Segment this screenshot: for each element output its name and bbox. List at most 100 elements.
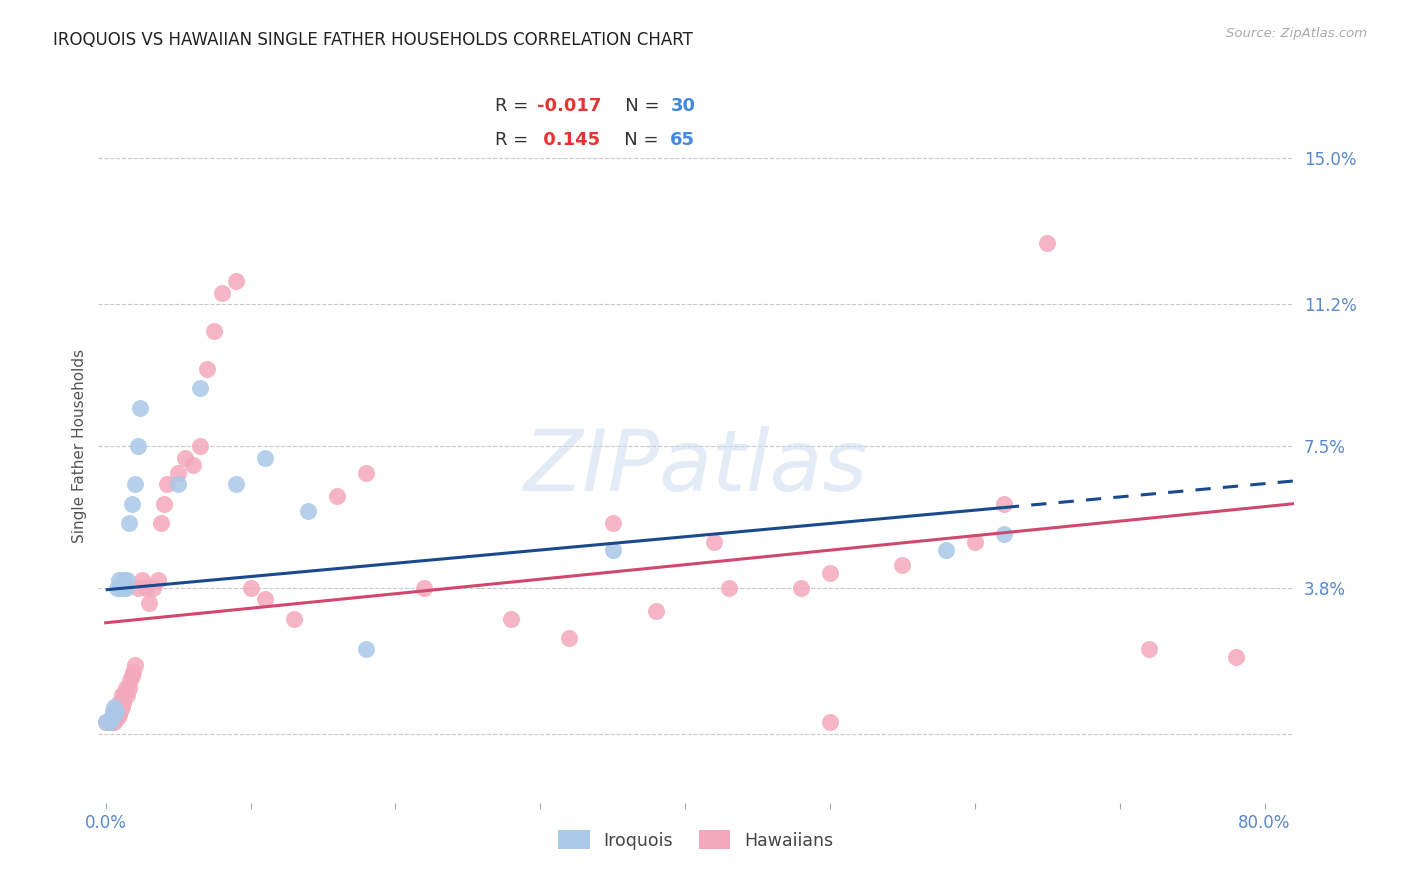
Text: 30: 30 <box>671 97 696 115</box>
Point <box>117 574 139 588</box>
Point <box>110 581 132 595</box>
Text: R =: R = <box>495 131 534 150</box>
Text: -0.017: -0.017 <box>537 97 602 115</box>
Point <box>107 574 129 588</box>
Point <box>103 699 125 714</box>
Point <box>100 711 122 725</box>
Legend: Iroquois, Hawaiians: Iroquois, Hawaiians <box>550 822 842 858</box>
Point <box>993 527 1015 541</box>
Point <box>297 504 319 518</box>
Point <box>211 285 233 300</box>
Text: Source: ZipAtlas.com: Source: ZipAtlas.com <box>1226 27 1367 40</box>
Point <box>891 558 914 572</box>
Point <box>101 704 124 718</box>
Text: ZIPatlas: ZIPatlas <box>524 425 868 509</box>
Point <box>645 604 668 618</box>
Point <box>195 362 218 376</box>
Text: IROQUOIS VS HAWAIIAN SINGLE FATHER HOUSEHOLDS CORRELATION CHART: IROQUOIS VS HAWAIIAN SINGLE FATHER HOUSE… <box>53 31 693 49</box>
Point <box>117 689 139 703</box>
Point <box>94 715 117 730</box>
Point <box>152 497 174 511</box>
Point <box>188 381 211 395</box>
Point <box>129 401 152 415</box>
Point <box>115 681 138 695</box>
Point <box>124 477 146 491</box>
Point <box>993 497 1015 511</box>
Point <box>1137 642 1160 657</box>
Point <box>188 439 211 453</box>
Point <box>112 696 135 710</box>
Point <box>98 715 121 730</box>
Point <box>103 707 125 722</box>
Point <box>225 477 247 491</box>
Point <box>413 581 436 595</box>
Point <box>110 689 132 703</box>
Point <box>253 592 276 607</box>
Point <box>356 466 378 480</box>
Text: 65: 65 <box>669 131 695 150</box>
Point <box>120 673 142 687</box>
Point <box>118 681 141 695</box>
Point <box>790 581 813 595</box>
Point <box>98 715 121 730</box>
Point <box>122 665 145 680</box>
Point <box>138 596 160 610</box>
Point <box>121 497 143 511</box>
Point <box>167 466 190 480</box>
Point <box>239 581 262 595</box>
Point <box>149 516 172 530</box>
Point <box>100 711 122 725</box>
Point <box>818 715 841 730</box>
Text: 0.145: 0.145 <box>537 131 600 150</box>
Point <box>115 581 138 595</box>
Point <box>124 657 146 672</box>
Point <box>107 696 129 710</box>
Point <box>127 439 149 453</box>
Point <box>135 581 157 595</box>
Point <box>101 707 124 722</box>
Point <box>121 669 143 683</box>
Point <box>717 581 740 595</box>
Point <box>105 581 128 595</box>
Point <box>602 542 624 557</box>
Point <box>818 566 841 580</box>
Point <box>174 450 197 465</box>
Point <box>114 574 136 588</box>
Point <box>167 477 190 491</box>
Point <box>104 704 127 718</box>
Point <box>142 581 165 595</box>
Point <box>602 516 624 530</box>
Point <box>326 489 349 503</box>
Point <box>703 535 725 549</box>
Point <box>101 707 124 722</box>
Point <box>283 612 305 626</box>
Point <box>253 450 276 465</box>
Point <box>131 574 153 588</box>
Point <box>94 715 117 730</box>
Point <box>1225 650 1247 665</box>
Text: N =: N = <box>606 131 664 150</box>
Point <box>127 581 149 595</box>
Point <box>356 642 378 657</box>
Point <box>181 458 204 473</box>
Point <box>146 574 169 588</box>
Point <box>202 324 225 338</box>
Text: N =: N = <box>607 97 665 115</box>
Point <box>155 477 177 491</box>
Point <box>558 631 581 645</box>
Point <box>118 516 141 530</box>
Point <box>108 696 131 710</box>
Point <box>100 715 122 730</box>
Point <box>114 689 136 703</box>
Point <box>963 535 986 549</box>
Point <box>104 711 127 725</box>
Point <box>501 612 523 626</box>
Y-axis label: Single Father Households: Single Father Households <box>72 349 87 543</box>
Point <box>225 274 247 288</box>
Point <box>1036 235 1059 250</box>
Point <box>108 581 131 595</box>
Point <box>103 715 125 730</box>
Text: R =: R = <box>495 97 534 115</box>
Point <box>103 707 125 722</box>
Point <box>935 542 957 557</box>
